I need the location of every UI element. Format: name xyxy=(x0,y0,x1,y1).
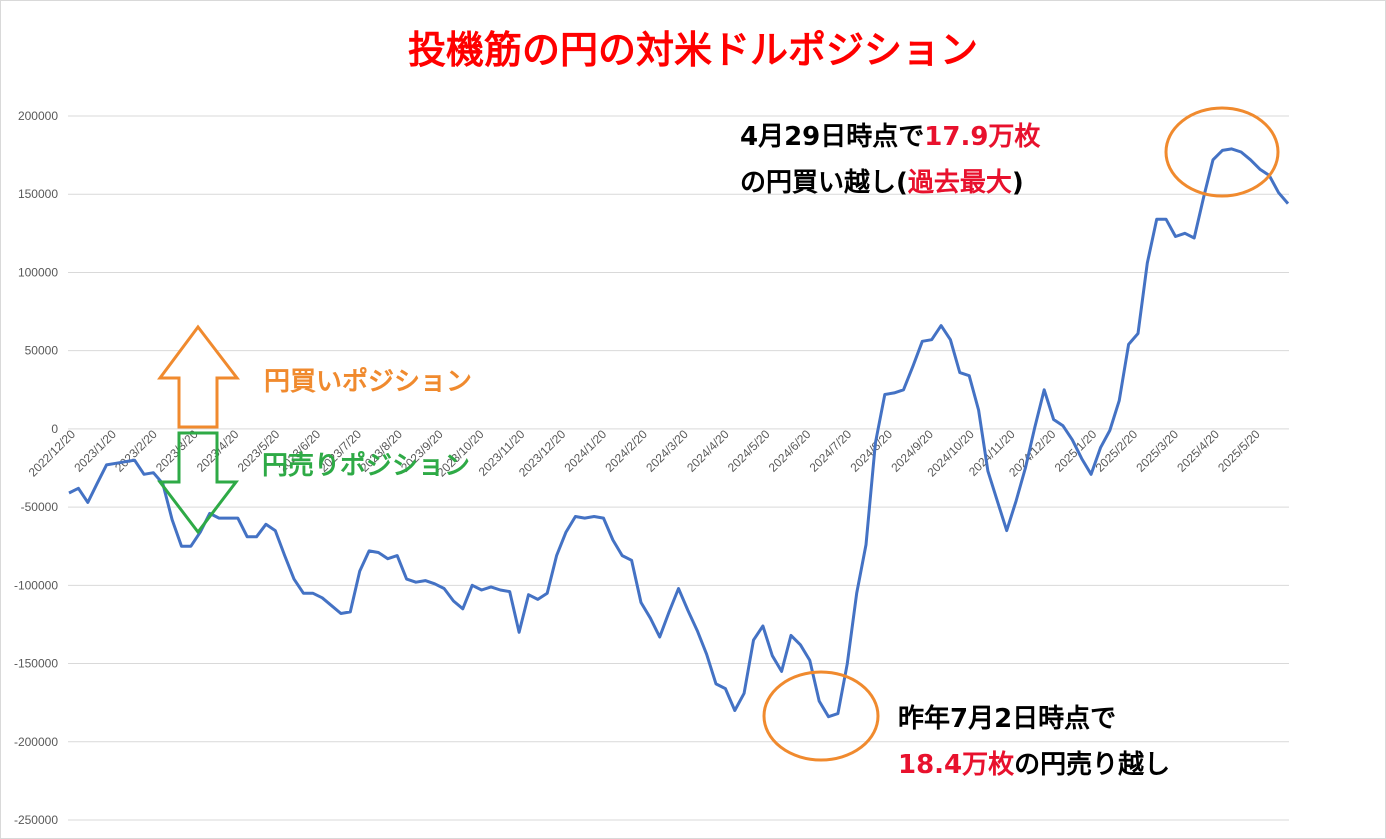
y-tick-label: -250000 xyxy=(14,813,58,827)
x-tick-label: 2024/3/20 xyxy=(643,427,691,475)
x-tick-label: 2025/4/20 xyxy=(1174,427,1222,475)
x-tick-label: 2024/5/20 xyxy=(725,427,773,475)
sell-position-label: 円売りポジション xyxy=(262,450,470,481)
x-tick-label: 2024/2/20 xyxy=(602,427,650,475)
y-tick-label: -200000 xyxy=(14,735,58,749)
peak-highlight-ellipse xyxy=(1164,106,1280,198)
trough-date-text: 昨年7月2日時点で xyxy=(898,703,1116,734)
peak-close-paren: ) xyxy=(1012,168,1024,198)
trough-highlight-ellipse xyxy=(762,670,880,762)
y-tick-label: -100000 xyxy=(14,578,58,592)
x-tick-label: 2024/8/20 xyxy=(847,427,895,475)
x-tick-label: 2024/1/20 xyxy=(562,427,610,475)
y-axis-ticks: 200000 150000 100000 50000 0 -50000 -100000 -15… xyxy=(14,109,58,827)
y-tick-label: 200000 xyxy=(18,109,58,123)
peak-value-text: 17.9万枚 xyxy=(924,122,1040,152)
x-tick-label: 2023/1/20 xyxy=(71,427,119,475)
y-tick-label: 100000 xyxy=(18,265,58,279)
x-tick-label: 2024/6/20 xyxy=(766,427,814,475)
sell-arrow-icon xyxy=(156,431,240,535)
peak-record-text: 過去最大 xyxy=(908,168,1012,198)
trough-value-text: 18.4万枚 xyxy=(898,750,1014,780)
buy-position-label: 円買いポジション xyxy=(264,366,472,397)
y-tick-label: -150000 xyxy=(14,657,58,671)
series-group xyxy=(68,147,1290,719)
peak-desc-text: の円買い越し( xyxy=(740,168,908,198)
y-tick-label: 150000 xyxy=(18,187,58,201)
y-tick-label: -50000 xyxy=(21,500,59,514)
chart-title: 投機筋の円の対米ドルポジション xyxy=(408,28,978,72)
x-tick-label: 2024/7/20 xyxy=(807,427,855,475)
peak-annotation-line1: 4月29日時点で17.9万枚 xyxy=(740,121,1040,152)
buy-arrow-icon xyxy=(157,324,241,429)
peak-annotation-line2: の円買い越し(過去最大) xyxy=(740,168,1024,198)
peak-date-text: 4月29日時点で xyxy=(740,121,924,152)
x-tick-label: 2023/2/20 xyxy=(112,427,160,475)
trough-annotation-line1: 昨年7月2日時点で xyxy=(898,703,1116,734)
grid-lines xyxy=(68,115,1289,821)
x-tick-label: 2025/3/20 xyxy=(1133,427,1181,475)
y-tick-label: 0 xyxy=(51,422,58,436)
x-tick-label: 2024/4/20 xyxy=(684,427,732,475)
trough-desc-text: の円売り越し xyxy=(1014,750,1170,780)
series-line xyxy=(68,147,1290,719)
x-tick-label: 2025/5/20 xyxy=(1215,427,1263,475)
y-tick-label: 50000 xyxy=(25,344,59,358)
trough-annotation-line2: 18.4万枚の円売り越し xyxy=(898,750,1170,780)
